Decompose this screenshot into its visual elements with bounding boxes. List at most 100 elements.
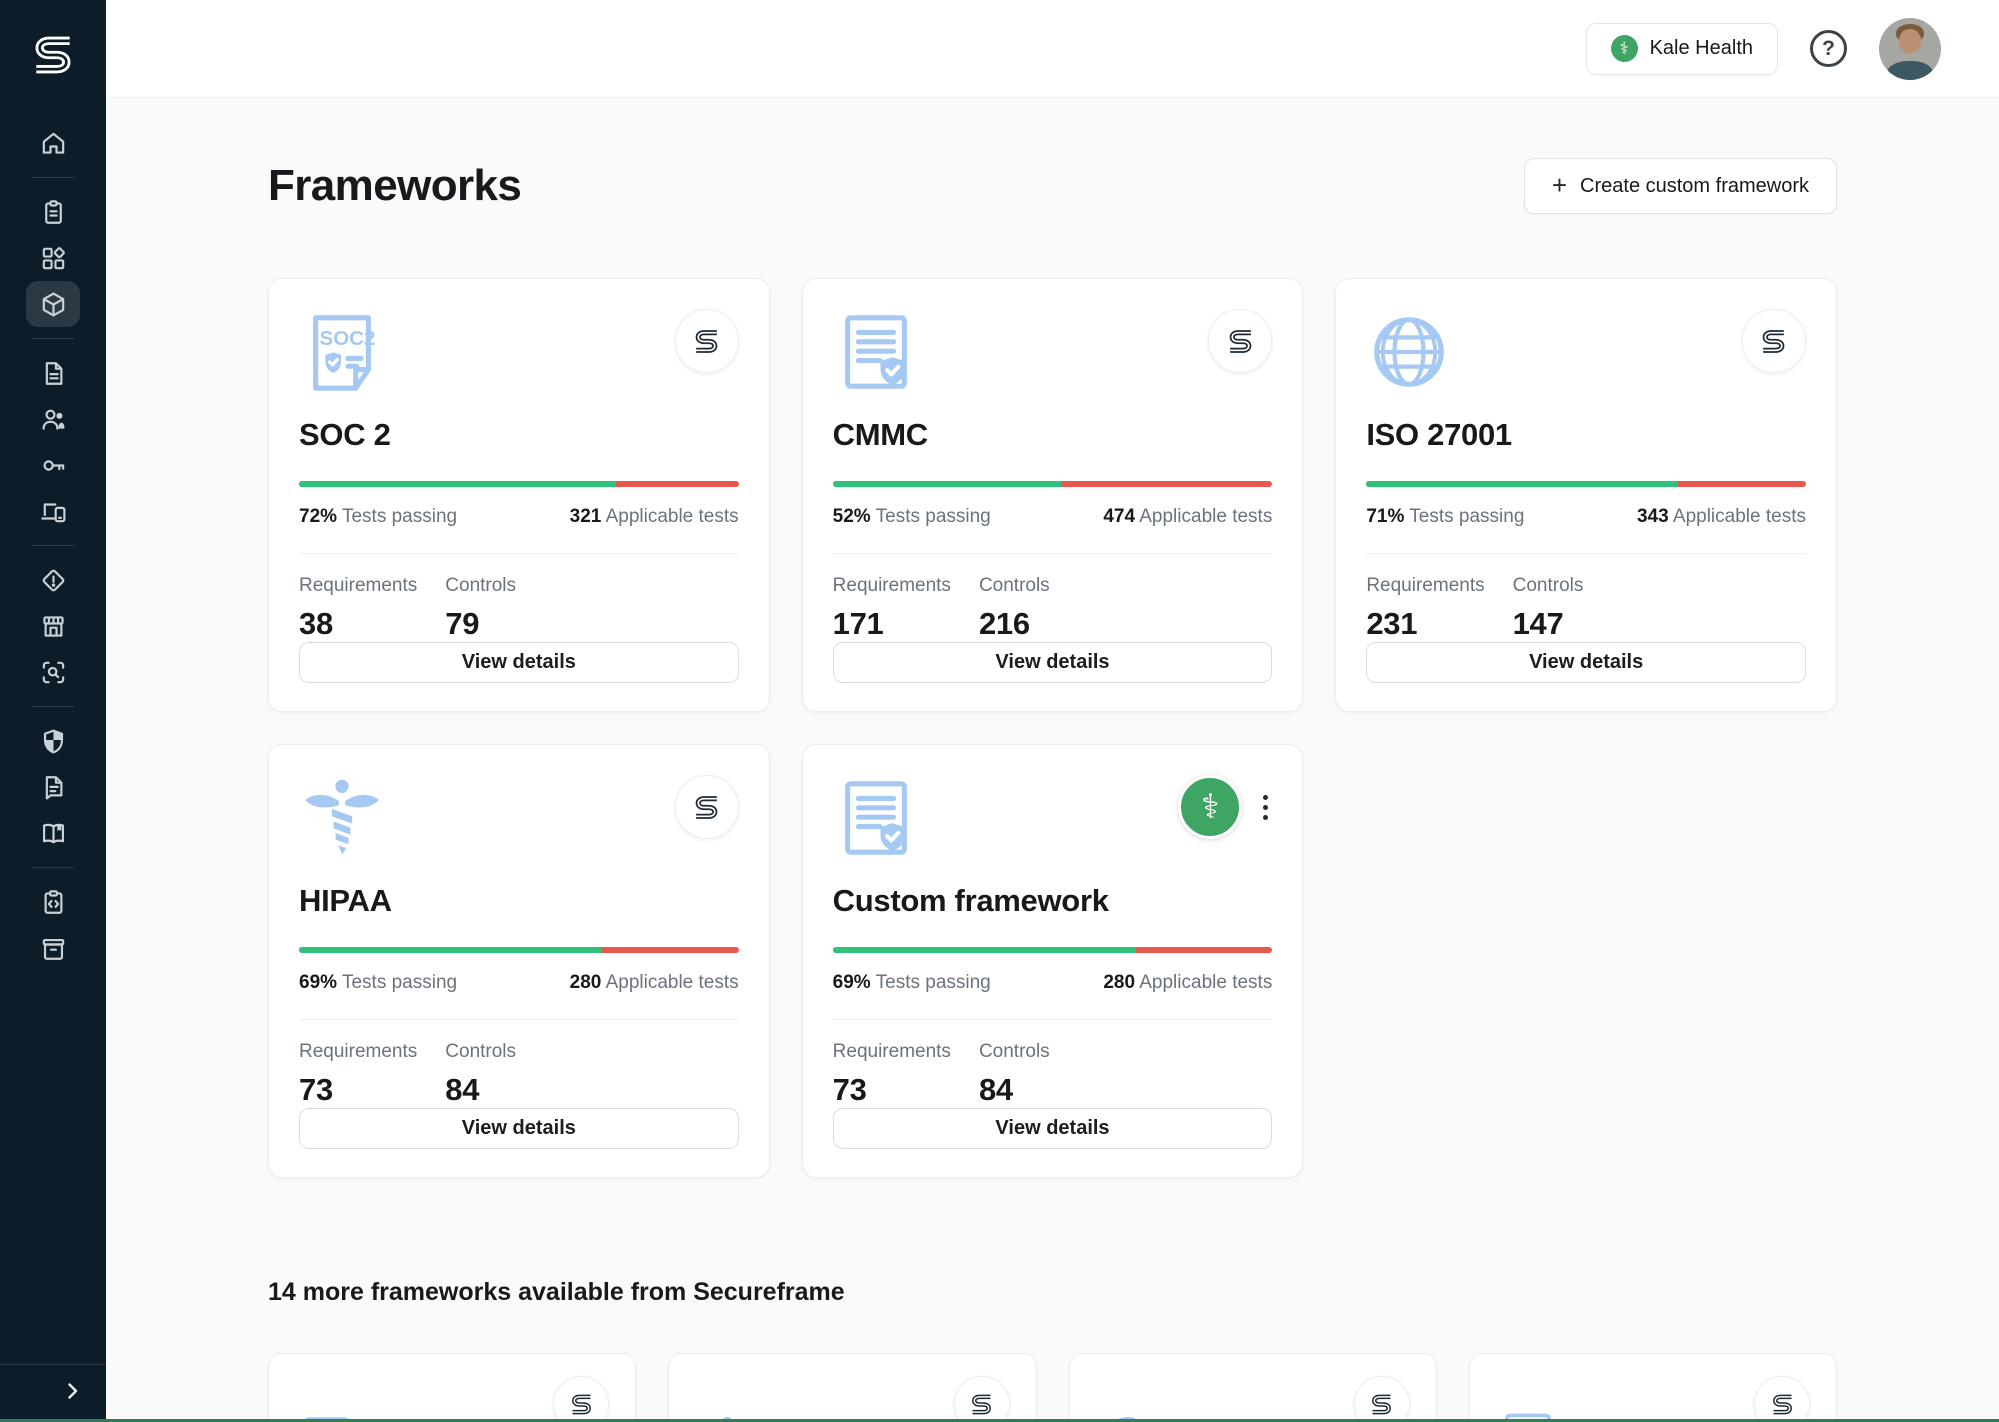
tests-progress-fill	[832, 481, 1062, 487]
applicable-tests-stat: 280 Applicable tests	[1103, 971, 1273, 993]
sidebar	[0, 0, 106, 1422]
secureframe-badge-icon	[674, 309, 739, 373]
controls-stat: Controls 84	[445, 1040, 517, 1107]
tests-progress-fill	[1366, 481, 1679, 487]
key-icon	[26, 442, 80, 488]
sidebar-item-security[interactable]	[0, 718, 106, 764]
plus-icon: +	[1551, 169, 1568, 200]
sidebar-item-access[interactable]	[0, 442, 106, 488]
view-details-button[interactable]: View details	[832, 1107, 1273, 1150]
tests-progress-bar	[832, 481, 1273, 487]
framework-title: SOC 2	[299, 417, 391, 452]
controls-stat: Controls 79	[445, 574, 517, 641]
framework-title: Custom framework	[832, 883, 1109, 918]
tests-passing-stat: 52% Tests passing	[832, 505, 991, 527]
users-icon	[26, 396, 80, 442]
sidebar-item-home[interactable]	[0, 120, 106, 166]
sidebar-item-devices[interactable]	[0, 488, 106, 534]
sidebar-divider	[32, 545, 74, 546]
controls-stat: Controls 147	[1512, 574, 1584, 641]
framework-badges	[1208, 309, 1273, 373]
sidebar-item-frameworks[interactable]	[0, 281, 106, 327]
view-details-button[interactable]: View details	[832, 641, 1273, 684]
sidebar-item-tests[interactable]	[0, 350, 106, 396]
doc-shield-icon	[833, 309, 919, 395]
chevron-right-icon	[60, 1379, 84, 1408]
more-framework-card[interactable]	[1468, 1353, 1837, 1422]
tests-progress-bar	[299, 947, 739, 953]
sidebar-item-personnel[interactable]	[0, 396, 106, 442]
sidebar-item-risk[interactable]	[0, 557, 106, 603]
sidebar-item-vendors[interactable]	[0, 603, 106, 649]
sidebar-item-dashboard[interactable]	[0, 235, 106, 281]
sidebar-item-policies[interactable]	[0, 764, 106, 810]
book-icon	[26, 810, 80, 856]
sidebar-divider	[32, 706, 74, 707]
view-details-button[interactable]: View details	[1366, 641, 1806, 684]
org-name: Kale Health	[1649, 37, 1753, 59]
tests-passing-stat: 72% Tests passing	[299, 505, 458, 527]
cube-icon	[26, 281, 80, 327]
framework-card-top	[833, 309, 1273, 395]
page-content: Frameworks + Create custom framework SOC…	[106, 98, 1999, 1422]
create-custom-framework-button[interactable]: + Create custom framework	[1523, 158, 1837, 214]
tests-stats-row: 72% Tests passing 321 Applicable tests	[299, 506, 739, 528]
card-divider	[832, 1018, 1273, 1020]
sidebar-item-archive[interactable]	[0, 925, 106, 971]
sidebar-item-knowledge-base[interactable]	[0, 810, 106, 856]
framework-badges	[674, 775, 739, 839]
doc-shield-icon	[833, 775, 919, 861]
card-divider	[299, 1018, 739, 1020]
kale-health-badge-icon: ⚕	[1178, 775, 1243, 839]
kale-health-logo-icon: ⚕	[1610, 35, 1638, 62]
bottom-accent-line	[0, 1419, 1999, 1422]
tests-passing-stat: 69% Tests passing	[299, 971, 458, 993]
svg-text:SOC2: SOC2	[320, 327, 376, 350]
framework-badges	[674, 309, 739, 373]
more-framework-card[interactable]	[668, 1353, 1037, 1422]
doc-lines-icon	[1496, 1406, 1560, 1422]
tests-passing-stat: 71% Tests passing	[1366, 505, 1525, 527]
avatar-body	[1887, 60, 1933, 80]
clipboard-icon	[26, 189, 80, 235]
requirements-controls-row: Requirements 231 Controls 147	[1366, 575, 1806, 642]
user-avatar[interactable]	[1879, 17, 1941, 80]
framework-card: SOC2 SOC 2 72% Tests passing 321 Applica…	[268, 278, 770, 712]
clipboard-code-icon	[26, 879, 80, 925]
requirements-controls-row: Requirements 171 Controls 216	[833, 575, 1273, 642]
secureframe-badge-icon	[1208, 309, 1273, 373]
tests-stats-row: 69% Tests passing 280 Applicable tests	[299, 972, 739, 994]
more-framework-card[interactable]	[1068, 1353, 1437, 1422]
sidebar-item-tasks[interactable]	[0, 189, 106, 235]
sidebar-expand-button[interactable]	[0, 1364, 106, 1422]
org-switcher-button[interactable]: ⚕ Kale Health	[1585, 22, 1778, 75]
alert-diamond-icon	[26, 557, 80, 603]
grid-icon	[26, 235, 80, 281]
devices-icon	[26, 488, 80, 534]
tests-progress-fill	[832, 947, 1137, 953]
framework-title: CMMC	[832, 417, 929, 452]
view-details-button[interactable]: View details	[299, 1107, 739, 1150]
framework-card-top	[299, 775, 739, 861]
framework-card-top: ⚕	[833, 775, 1273, 861]
tests-progress-bar	[1366, 481, 1806, 487]
frameworks-grid: SOC2 SOC 2 72% Tests passing 321 Applica…	[268, 278, 1837, 1178]
avatar-face	[1899, 28, 1921, 53]
sidebar-item-integrations[interactable]	[0, 879, 106, 925]
view-details-button[interactable]: View details	[299, 641, 739, 684]
kebab-menu-icon[interactable]	[1259, 789, 1272, 826]
page-title: Frameworks	[268, 161, 522, 210]
secureframe-logo-icon	[28, 30, 78, 80]
help-icon[interactable]: ?	[1810, 30, 1847, 67]
tests-passing-stat: 69% Tests passing	[832, 971, 991, 993]
applicable-tests-stat: 474 Applicable tests	[1103, 505, 1273, 527]
secureframe-badge-icon	[1353, 1376, 1410, 1422]
more-framework-card[interactable]	[268, 1353, 637, 1422]
sidebar-item-monitoring[interactable]	[0, 649, 106, 695]
more-frameworks-heading: 14 more frameworks available from Secure…	[268, 1278, 845, 1306]
card-divider	[1366, 552, 1806, 554]
page-head: Frameworks + Create custom framework	[268, 158, 1837, 214]
tests-stats-row: 52% Tests passing 474 Applicable tests	[833, 506, 1273, 528]
scan-search-icon	[26, 649, 80, 695]
